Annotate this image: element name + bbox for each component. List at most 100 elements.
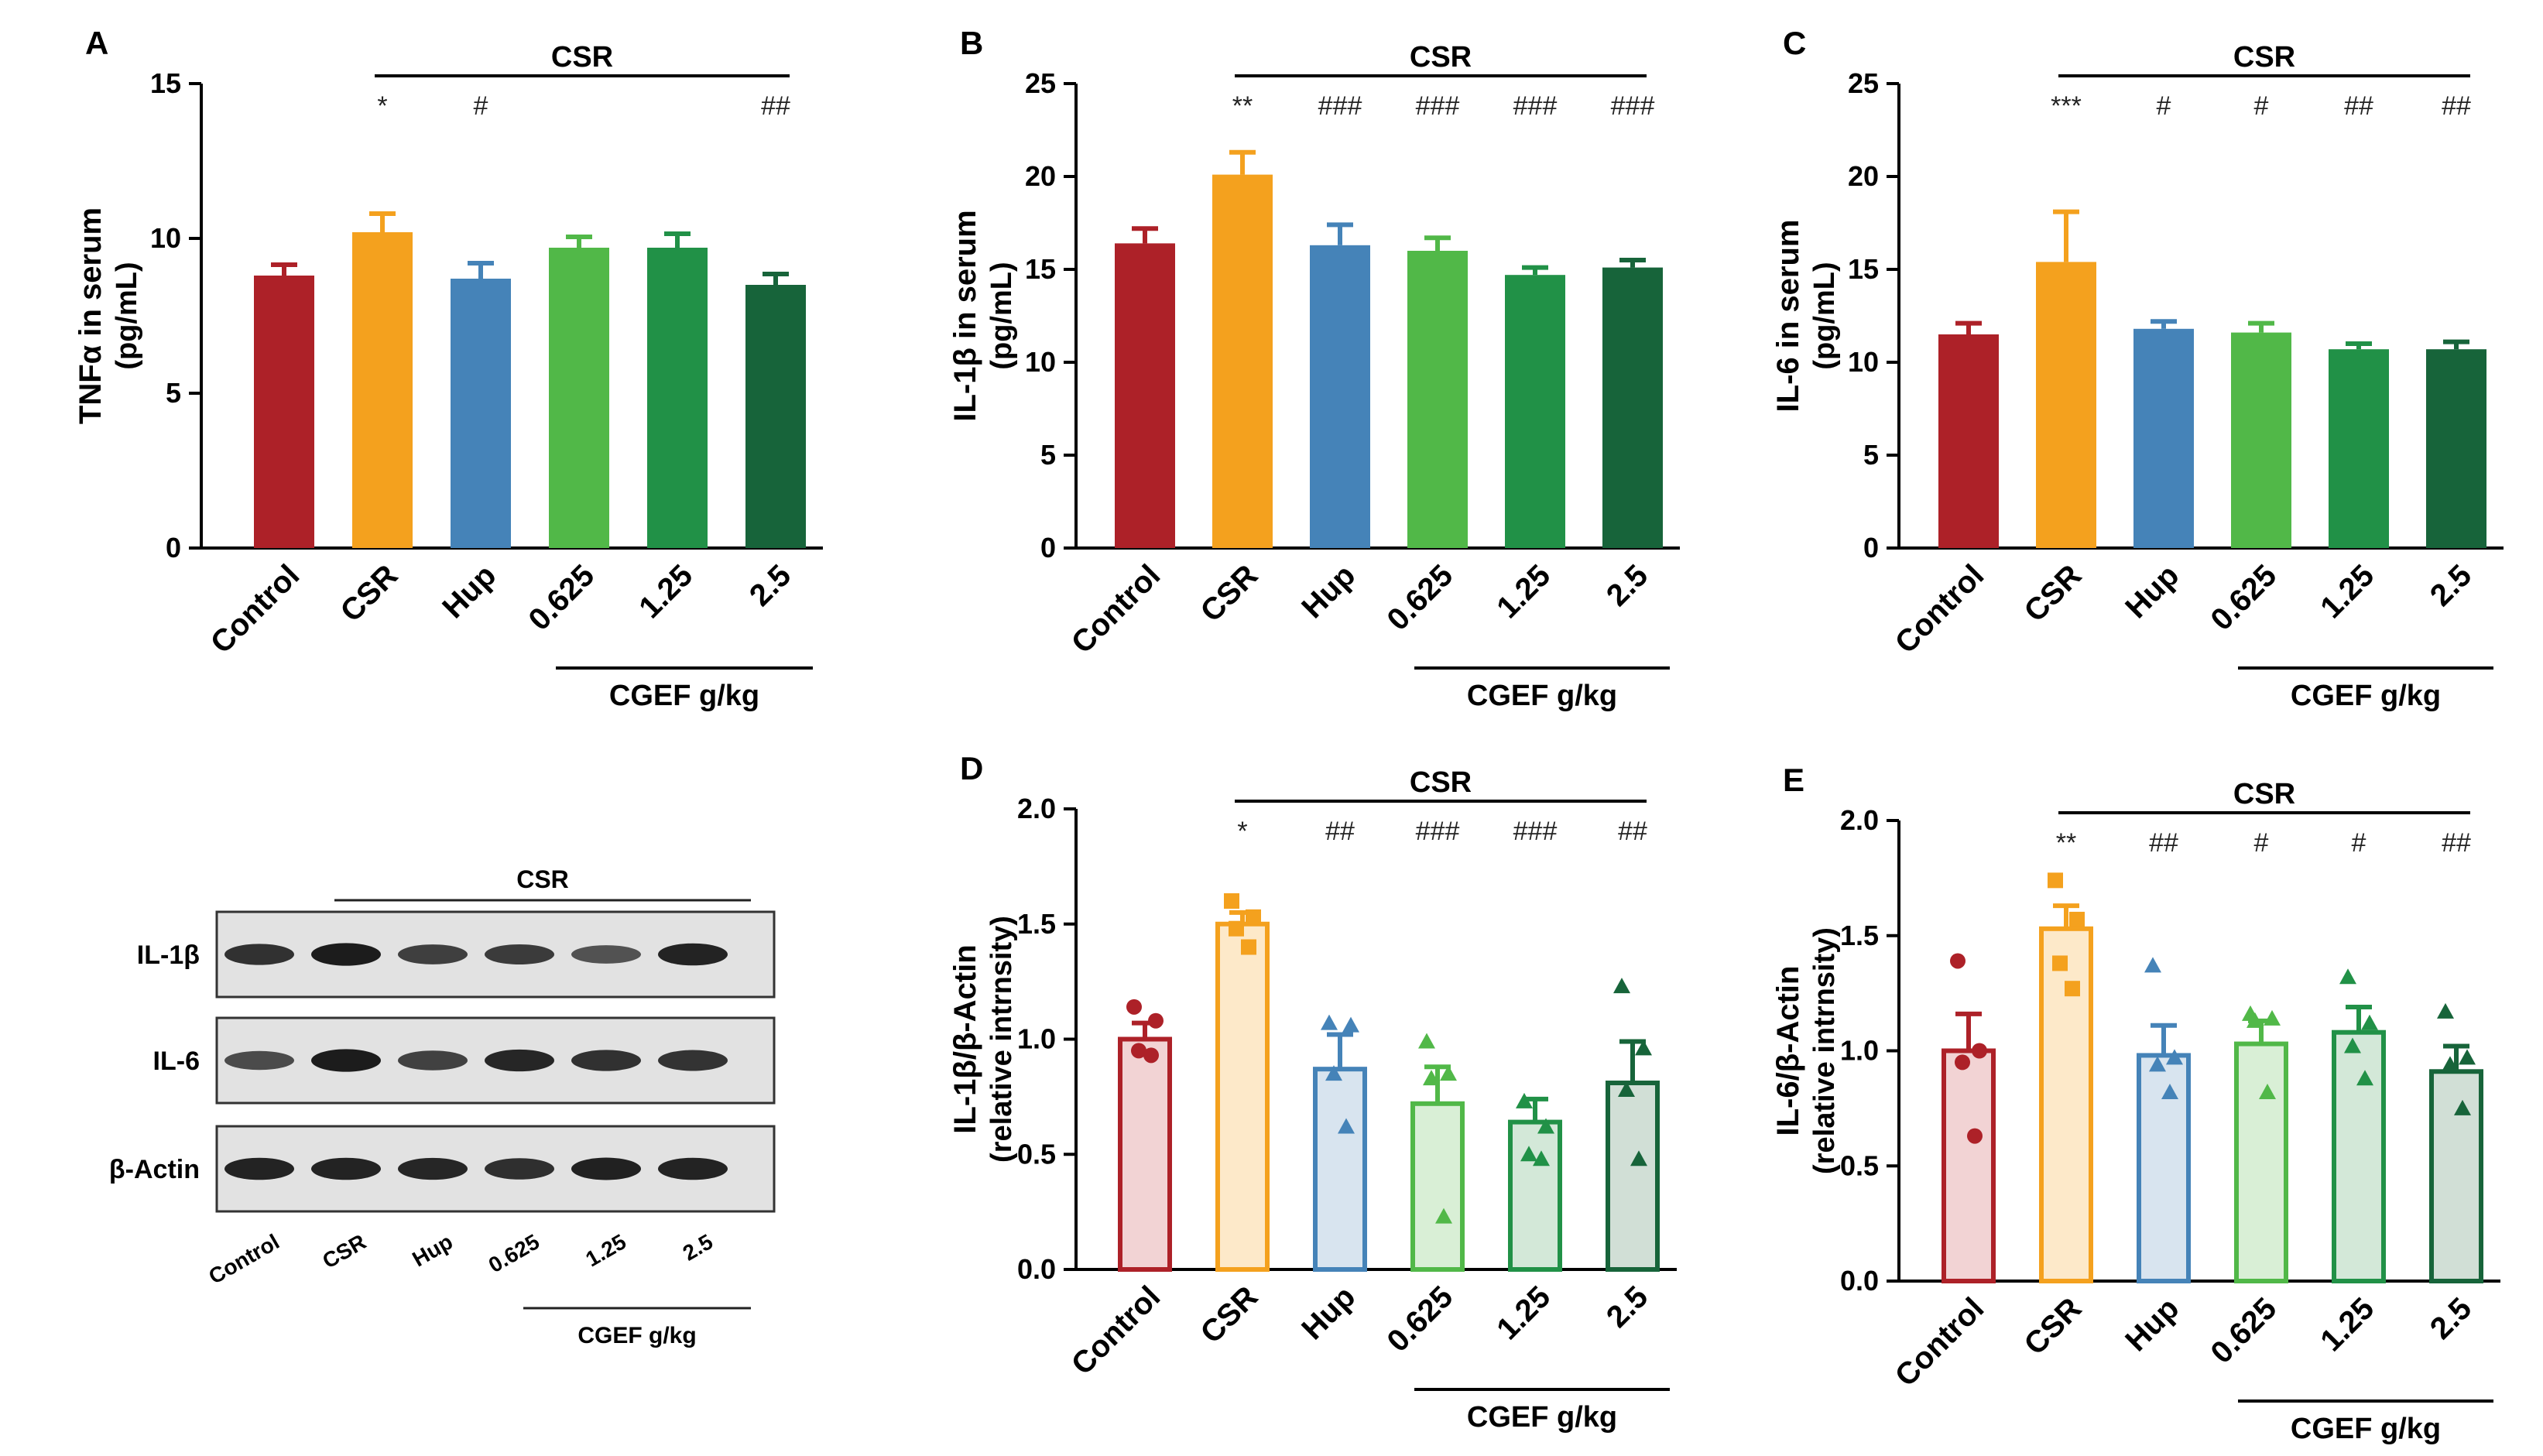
data-point bbox=[2161, 1084, 2178, 1100]
blot-dose-label: CGEF g/kg bbox=[577, 1323, 696, 1348]
data-point bbox=[1533, 1150, 1550, 1167]
significance-label: ### bbox=[1513, 817, 1558, 846]
blot-band bbox=[658, 943, 728, 966]
significance-label: # bbox=[2254, 91, 2269, 121]
blot-lane-label: 0.625 bbox=[485, 1229, 543, 1277]
blot-lane-label: 1.25 bbox=[581, 1229, 630, 1271]
y-tick-label: 15 bbox=[1025, 253, 1056, 285]
y-tick-label: 5 bbox=[166, 377, 181, 409]
significance-label: ** bbox=[2056, 828, 2076, 858]
blot-row: IL-1β bbox=[137, 910, 776, 999]
blot-group-label: CSR bbox=[516, 865, 569, 893]
significance-label: ### bbox=[1318, 91, 1362, 121]
x-tick-label: Hup bbox=[436, 558, 502, 625]
panel-label: E bbox=[1783, 762, 1804, 798]
x-tick-label: 2.5 bbox=[1600, 1280, 1654, 1334]
data-point bbox=[1338, 1118, 1355, 1134]
panel-A: A 0 5 10 15 TNFα in serum (pg/mL) Control * CSR # H… bbox=[74, 25, 823, 712]
x-tick-label: Hup bbox=[1295, 1280, 1362, 1346]
dose-label: CGEF g/kg bbox=[1467, 680, 1617, 712]
blot-row-label: IL-1β bbox=[137, 940, 200, 970]
blot-lane-label: 2.5 bbox=[679, 1229, 717, 1265]
x-tick-label: CSR bbox=[1194, 558, 1265, 629]
bar bbox=[2234, 1041, 2288, 1283]
x-tick-label: 1.25 bbox=[1490, 558, 1557, 625]
y-tick-label: 0 bbox=[166, 532, 181, 564]
y-tick-label: 1.0 bbox=[1017, 1023, 1056, 1055]
data-point bbox=[1635, 1040, 1652, 1056]
group-label: CSR bbox=[551, 41, 613, 74]
group-label: CSR bbox=[1410, 766, 1472, 799]
bar bbox=[647, 248, 708, 548]
panel-label: C bbox=[1783, 25, 1806, 61]
panel-C: C 0 5 10 15 20 25 IL-6 in serum (pg/mL) Control **… bbox=[1771, 25, 2504, 712]
significance-label: ** bbox=[1232, 91, 1253, 121]
y-axis-label: IL-1β in serum bbox=[948, 210, 982, 421]
data-point bbox=[1955, 1054, 1970, 1071]
y-axis-units: (relative intrnsity) bbox=[1808, 927, 1841, 1174]
y-tick-label: 2.0 bbox=[1840, 804, 1879, 836]
western-blot-panel: CSR IL-1β IL-6 β-Actin Control CSR Hup 0.625 1.2… bbox=[109, 865, 776, 1348]
data-point bbox=[1967, 1128, 1983, 1144]
significance-label: ### bbox=[1416, 91, 1460, 121]
x-tick-label: 0.625 bbox=[2204, 558, 2283, 637]
significance-label: ## bbox=[2149, 828, 2178, 858]
x-tick-label: CSR bbox=[2018, 1291, 2089, 1362]
blot-lane-label: Control bbox=[204, 1229, 283, 1289]
y-tick-label: 20 bbox=[1848, 160, 1879, 192]
blot-lane-label: CSR bbox=[318, 1229, 370, 1273]
x-tick-label: Hup bbox=[2119, 558, 2185, 625]
blot-row: IL-6 bbox=[153, 1016, 776, 1105]
y-tick-label: 0.0 bbox=[1017, 1253, 1056, 1285]
panel-label: B bbox=[960, 25, 983, 61]
significance-label: # bbox=[2254, 828, 2269, 858]
bar bbox=[254, 276, 314, 548]
panel-E: E 0.0 0.5 1.0 1.5 2.0 IL-6/β-Actin (relative in… bbox=[1771, 762, 2500, 1445]
significance-label: ## bbox=[1325, 817, 1355, 846]
data-point bbox=[2069, 911, 2085, 927]
blot-band bbox=[311, 1049, 381, 1072]
blot-band bbox=[398, 1050, 468, 1071]
data-point bbox=[1613, 978, 1630, 994]
group-label: CSR bbox=[2233, 41, 2295, 74]
bar bbox=[1602, 267, 1663, 548]
data-point bbox=[2361, 1014, 2378, 1030]
dose-label: CGEF g/kg bbox=[2291, 1413, 2441, 1445]
significance-label: ## bbox=[2442, 91, 2471, 121]
data-point bbox=[2356, 1070, 2373, 1086]
significance-label: # bbox=[2352, 828, 2366, 858]
data-point bbox=[1516, 1092, 1533, 1108]
y-tick-label: 10 bbox=[150, 222, 181, 254]
data-point bbox=[1950, 953, 1966, 969]
data-point bbox=[2052, 955, 2068, 971]
bar bbox=[1115, 243, 1175, 548]
data-point bbox=[1131, 1043, 1146, 1059]
y-tick-label: 10 bbox=[1848, 346, 1879, 378]
data-point bbox=[2459, 1049, 2476, 1065]
data-point bbox=[1143, 1047, 1159, 1064]
bar bbox=[2231, 332, 2291, 548]
blot-band bbox=[485, 1049, 554, 1072]
x-tick-label: Control bbox=[1889, 1291, 1991, 1393]
data-point bbox=[2442, 1056, 2459, 1072]
blot-band bbox=[485, 944, 554, 965]
data-point bbox=[2264, 1009, 2281, 1026]
bar bbox=[1407, 251, 1468, 548]
blot-band bbox=[571, 945, 641, 964]
data-point bbox=[1630, 1150, 1647, 1167]
y-axis-label: TNFα in serum bbox=[74, 207, 108, 424]
significance-label: ## bbox=[761, 91, 790, 121]
data-point bbox=[1537, 1118, 1554, 1134]
data-point bbox=[1435, 1208, 1452, 1224]
significance-label: *** bbox=[2051, 91, 2082, 121]
x-tick-label: 0.625 bbox=[1380, 1280, 1459, 1358]
y-axis-label: IL-1β/β-Actin bbox=[948, 944, 982, 1133]
blot-band bbox=[224, 944, 294, 965]
y-tick-label: 20 bbox=[1025, 160, 1056, 192]
x-tick-label: 0.625 bbox=[2204, 1291, 2283, 1370]
y-tick-label: 1.0 bbox=[1840, 1035, 1879, 1067]
panel-B: B 0 5 10 15 20 25 IL-1β in serum (pg/mL) Control *… bbox=[948, 25, 1680, 712]
data-point bbox=[1440, 1065, 1457, 1081]
data-point bbox=[1972, 1043, 1987, 1059]
